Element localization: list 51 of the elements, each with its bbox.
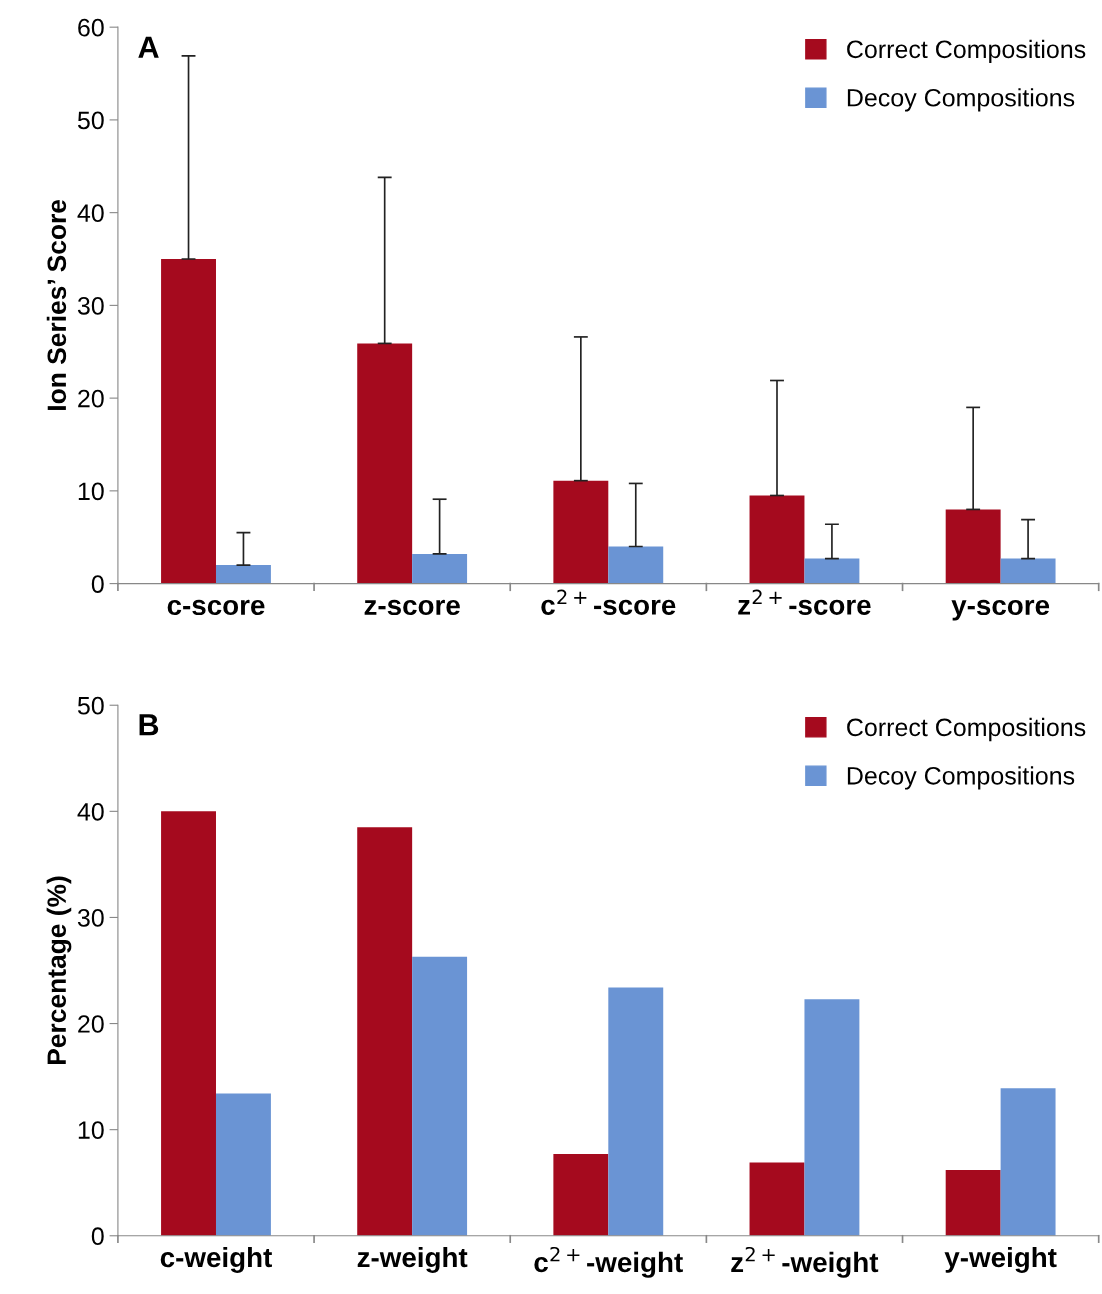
legend-label: Decoy Compositions — [847, 88, 1075, 112]
legend-label: Correct Compositions — [847, 717, 1086, 742]
y-tick-label: 30 — [77, 909, 104, 927]
x-tick-label: y-weight — [944, 1246, 1057, 1273]
y-axis-title: Ion Series’ Score — [46, 199, 67, 410]
y-tick-label: 0 — [91, 575, 104, 593]
y-axis-title: Percentage (%) — [46, 876, 72, 1065]
bar — [161, 811, 216, 1236]
x-tick-label: c-weight — [160, 1246, 272, 1273]
bar — [608, 546, 664, 584]
y-tick-label: 40 — [77, 204, 104, 222]
y-tick-label: 50 — [77, 111, 104, 130]
bar — [215, 565, 271, 584]
x-tick-label: z-score — [364, 599, 460, 616]
x-tick-label: y-score — [951, 599, 1050, 621]
y-tick-label: 60 — [78, 18, 104, 37]
bar — [804, 999, 860, 1236]
bar — [804, 558, 860, 584]
bar — [1000, 1088, 1056, 1236]
x-tick-label: c$^{2+}$-score — [541, 589, 676, 615]
bar — [215, 1093, 271, 1236]
y-tick-label: 10 — [78, 482, 104, 501]
x-tick-label: z$^{2+}$-weight — [731, 1246, 879, 1278]
y-tick-label: 50 — [77, 696, 104, 715]
bar — [412, 553, 468, 584]
bar — [553, 480, 609, 584]
x-tick-label: z-weight — [357, 1246, 468, 1273]
chart-title: B — [139, 714, 159, 736]
chart-title: A — [138, 36, 159, 58]
y-tick-label: 40 — [77, 802, 104, 821]
bar — [357, 343, 413, 584]
bar — [945, 509, 1001, 584]
bar — [161, 259, 216, 584]
bar — [357, 827, 413, 1236]
bar — [553, 1154, 609, 1236]
bar — [749, 495, 805, 584]
legend-label: Decoy Compositions — [847, 766, 1075, 790]
bar — [749, 1162, 805, 1236]
y-tick-label: 20 — [78, 389, 104, 408]
x-tick-label: z$^{2+}$-score — [738, 589, 871, 615]
y-tick-label: 10 — [78, 1121, 104, 1139]
bar — [945, 1169, 1001, 1236]
y-tick-label: 30 — [77, 296, 104, 315]
legend-label: Correct Compositions — [847, 39, 1086, 64]
bar — [412, 956, 468, 1236]
y-tick-label: 0 — [91, 1227, 104, 1246]
x-tick-label: c$^{2+}$-weight — [534, 1246, 683, 1278]
bar — [608, 987, 664, 1236]
y-tick-label: 20 — [78, 1015, 104, 1033]
x-tick-label: c-score — [167, 599, 265, 616]
bar — [1000, 558, 1056, 584]
